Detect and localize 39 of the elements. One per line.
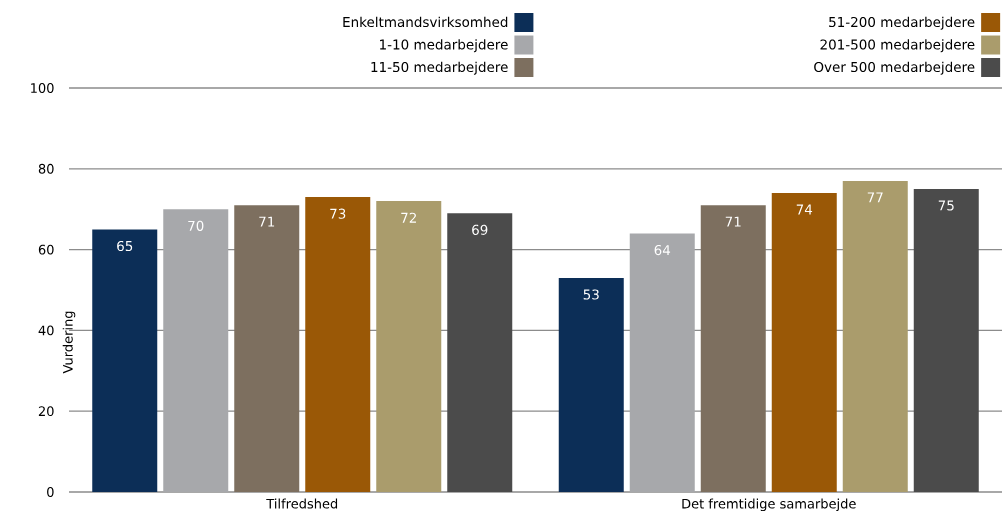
bar: [92, 229, 158, 492]
y-tick-label: 20: [38, 406, 54, 417]
bar: [913, 189, 979, 492]
y-tick-label: 0: [47, 487, 54, 497]
legend-label: 1-10 medarbejdere: [380, 39, 508, 53]
bar: [842, 180, 908, 492]
bar: [305, 197, 371, 492]
bar: [163, 209, 229, 492]
data-label: 64: [654, 244, 671, 256]
legend-label: 201-500 medarbejdere: [820, 39, 975, 53]
bar: [234, 205, 300, 492]
legend-label: 51-200 medarbejdere: [829, 16, 975, 30]
data-label: 73: [330, 208, 346, 219]
data-label: 72: [401, 212, 416, 223]
x-tick-label: Det fremtidige samarbejde: [682, 498, 856, 512]
legend-label: Over 500 medarbejdere: [814, 61, 975, 75]
data-label: 71: [259, 216, 275, 227]
data-label: 74: [796, 204, 813, 215]
data-label: 71: [725, 216, 741, 227]
data-label: 53: [583, 289, 599, 300]
bar: [700, 205, 766, 492]
legend-label: Enkeltmandsvirksomhed: [343, 16, 508, 28]
data-label: 65: [117, 240, 133, 252]
bar: [447, 213, 513, 492]
y-tick-label: 80: [38, 163, 54, 174]
data-label: 77: [867, 192, 883, 203]
bar: [376, 201, 442, 492]
x-tick-label: Tilfredshed: [266, 498, 338, 509]
data-label: 69: [472, 224, 488, 235]
y-tick-label: 40: [38, 325, 54, 336]
data-label: 70: [188, 220, 204, 231]
bar: [771, 193, 837, 492]
y-tick-label: 100: [31, 83, 54, 93]
data-label: 75: [938, 200, 954, 211]
legend-label: 11-50 medarbejdere: [371, 61, 508, 75]
bar: [558, 277, 624, 492]
bar: [629, 233, 695, 492]
y-tick-label: 60: [38, 244, 54, 255]
y-axis-title: Vurdering: [62, 311, 76, 374]
